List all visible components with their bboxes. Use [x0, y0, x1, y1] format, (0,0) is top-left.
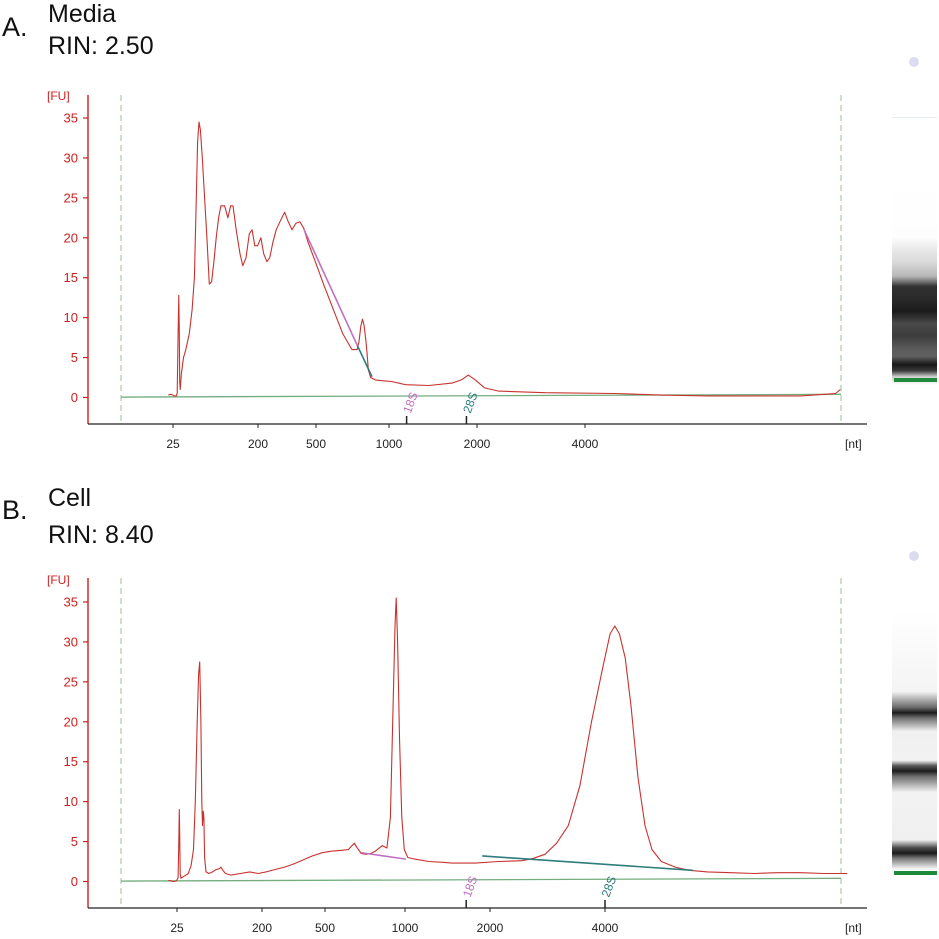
ladder-marker-band [894, 378, 937, 382]
panel-b-letter: B. [2, 495, 28, 525]
y-tick-label: 35 [64, 111, 78, 126]
y-tick-label: 10 [64, 794, 78, 809]
y-tick-label: 25 [64, 190, 78, 205]
baseline [120, 393, 842, 398]
ladder-marker-band [894, 871, 937, 875]
s18-area-line [361, 851, 407, 860]
x-tick-label: 1000 [392, 921, 419, 935]
well-dot [909, 57, 919, 67]
y-tick-label: 25 [64, 674, 78, 689]
s28-label: 28S [599, 874, 619, 899]
well-dot [909, 551, 919, 561]
gel-lane-cell [892, 551, 937, 877]
y-tick-label: 10 [64, 310, 78, 325]
panel-b-rin: RIN: 8.40 [48, 521, 154, 549]
y-axis-label: [FU] [47, 573, 70, 587]
y-tick-label: 15 [64, 754, 78, 769]
gel-lane-top-line [892, 117, 937, 118]
y-tick-label: 15 [64, 270, 78, 285]
panel-b-title: Cell [48, 484, 91, 512]
panel-a-rin: RIN: 2.50 [48, 32, 154, 60]
s18-label: 18S [460, 874, 480, 899]
x-tick-label: 2000 [477, 921, 504, 935]
s28-area-line [482, 855, 693, 872]
y-tick-label: 5 [71, 834, 78, 849]
electropherogram-plot-media: 0 5 10 15 20 25 30 35 25 200 500 1000 2000 4000 18S 28S [64, 95, 867, 451]
s18-label: 18S [400, 390, 420, 415]
x-tick-label: 4000 [572, 437, 599, 451]
x-tick-label: 25 [170, 921, 184, 935]
y-tick-label: 0 [71, 874, 78, 889]
y-tick-label: 5 [71, 350, 78, 365]
x-tick-label: 4000 [592, 921, 619, 935]
x-tick-label: 2000 [464, 437, 491, 451]
panel-a-title: Media [48, 0, 116, 28]
x-tick-label: 25 [166, 437, 180, 451]
y-tick-label: 0 [71, 390, 78, 405]
series-trace [168, 121, 841, 397]
electropherogram-plot-cell: 0 5 10 15 20 25 30 35 25 200 500 1000 2000 4000 18S 28S [64, 578, 867, 935]
y-tick-label: 30 [64, 634, 78, 649]
y-tick-label: 20 [64, 230, 78, 245]
panel-a: A. Media RIN: 2.50 [FU] [nt] 0 5 10 15 20 25 3… [2, 0, 937, 451]
gel-lane-bands [892, 612, 937, 877]
x-tick-label: 1000 [376, 437, 403, 451]
x-axis-label: [nt] [845, 437, 862, 451]
baseline [120, 877, 842, 882]
s28-label: 28S [460, 390, 480, 415]
s28-area-line [356, 345, 373, 378]
y-tick-label: 35 [64, 595, 78, 610]
x-tick-label: 200 [252, 921, 272, 935]
series-trace [168, 597, 848, 883]
gel-lane-media [892, 57, 937, 385]
y-tick-label: 20 [64, 714, 78, 729]
panel-a-letter: A. [2, 12, 28, 42]
y-tick-label: 30 [64, 150, 78, 165]
gel-lane-bands [892, 180, 937, 385]
x-tick-label: 500 [306, 437, 326, 451]
y-axis-label: [FU] [47, 89, 70, 103]
s18-area-line [303, 229, 359, 346]
x-tick-label: 500 [315, 921, 335, 935]
x-tick-label: 200 [248, 437, 268, 451]
panel-b: B. Cell RIN: 8.40 [FU] [nt] 0 5 10 15 20 25 30… [2, 484, 937, 935]
x-axis-label: [nt] [845, 921, 862, 935]
